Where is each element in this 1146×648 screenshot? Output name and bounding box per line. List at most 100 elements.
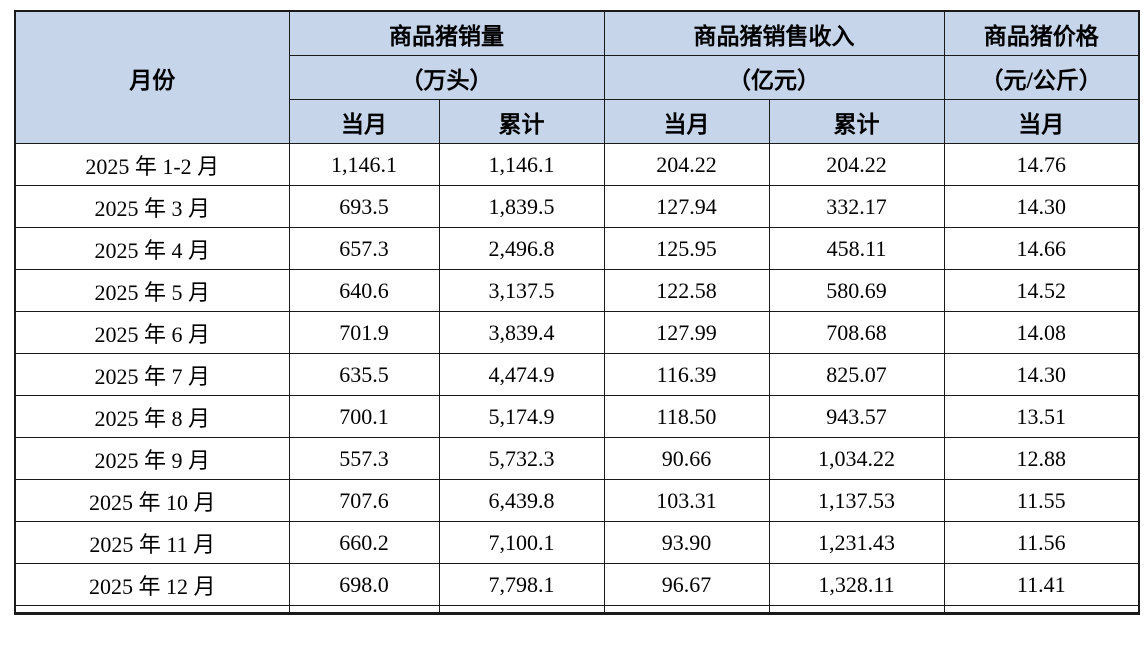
value-cell: 6,439.8 <box>438 479 605 522</box>
value-cell: 4,474.9 <box>438 353 605 396</box>
empty-cell <box>768 605 945 615</box>
group-header-sales-revenue: 商品猪销售收入 <box>603 10 945 56</box>
value-cell: 1,231.43 <box>768 521 945 564</box>
value-cell: 700.1 <box>288 395 440 438</box>
month-cell: 2025 年 9 月 <box>14 437 290 480</box>
value-cell: 660.2 <box>288 521 440 564</box>
empty-cell <box>943 605 1140 615</box>
subheader-volume-cumulative: 累计 <box>438 99 605 144</box>
table-row: 2025 年 12 月 698.0 7,798.1 96.67 1,328.11… <box>14 563 1140 606</box>
table-row: 2025 年 4 月 657.3 2,496.8 125.95 458.11 1… <box>14 227 1140 270</box>
value-cell: 707.6 <box>288 479 440 522</box>
value-cell: 116.39 <box>603 353 770 396</box>
value-cell: 657.3 <box>288 227 440 270</box>
header-row-units: （万头） （亿元） （元/公斤） <box>15 55 1140 100</box>
table-row: 2025 年 9 月 557.3 5,732.3 90.66 1,034.22 … <box>14 437 1140 480</box>
value-cell: 11.55 <box>943 479 1140 522</box>
value-cell: 204.22 <box>603 143 770 186</box>
table-row: 2025 年 7 月 635.5 4,474.9 116.39 825.07 1… <box>14 353 1140 396</box>
value-cell: 708.68 <box>768 311 945 354</box>
table-body: 2025 年 1-2 月 1,146.1 1,146.1 204.22 204.… <box>14 143 1140 615</box>
value-cell: 698.0 <box>288 563 440 606</box>
value-cell: 127.99 <box>603 311 770 354</box>
value-cell: 693.5 <box>288 185 440 228</box>
value-cell: 701.9 <box>288 311 440 354</box>
table-row: 2025 年 10 月 707.6 6,439.8 103.31 1,137.5… <box>14 479 1140 522</box>
value-cell: 11.56 <box>943 521 1140 564</box>
empty-cell <box>14 605 290 615</box>
value-cell: 12.88 <box>943 437 1140 480</box>
unit-price: （元/公斤） <box>943 55 1140 100</box>
value-cell: 14.76 <box>943 143 1140 186</box>
value-cell: 127.94 <box>603 185 770 228</box>
unit-sales-volume: （万头） <box>288 55 605 100</box>
value-cell: 635.5 <box>288 353 440 396</box>
value-cell: 7,100.1 <box>438 521 605 564</box>
empty-cell <box>603 605 770 615</box>
partial-clipped-row <box>14 605 1140 615</box>
value-cell: 125.95 <box>603 227 770 270</box>
table-row: 2025 年 5 月 640.6 3,137.5 122.58 580.69 1… <box>14 269 1140 312</box>
value-cell: 1,839.5 <box>438 185 605 228</box>
month-column-header: 月份 <box>14 10 290 144</box>
month-cell: 2025 年 7 月 <box>14 353 290 396</box>
value-cell: 90.66 <box>603 437 770 480</box>
empty-cell <box>438 605 605 615</box>
value-cell: 14.08 <box>943 311 1140 354</box>
month-cell: 2025 年 6 月 <box>14 311 290 354</box>
value-cell: 118.50 <box>603 395 770 438</box>
subheader-revenue-current: 当月 <box>603 99 770 144</box>
value-cell: 1,034.22 <box>768 437 945 480</box>
group-header-sales-volume: 商品猪销量 <box>288 10 605 56</box>
value-cell: 943.57 <box>768 395 945 438</box>
value-cell: 5,174.9 <box>438 395 605 438</box>
value-cell: 1,146.1 <box>288 143 440 186</box>
month-cell: 2025 年 11 月 <box>14 521 290 564</box>
empty-cell <box>288 605 440 615</box>
value-cell: 13.51 <box>943 395 1140 438</box>
value-cell: 96.67 <box>603 563 770 606</box>
value-cell: 3,137.5 <box>438 269 605 312</box>
subheader-price-current: 当月 <box>943 99 1140 144</box>
table-row: 2025 年 3 月 693.5 1,839.5 127.94 332.17 1… <box>14 185 1140 228</box>
header-row-titles: 月份 商品猪销量 商品猪销售收入 商品猪价格 <box>14 10 1140 144</box>
month-cell: 2025 年 10 月 <box>14 479 290 522</box>
subheader-revenue-cumulative: 累计 <box>768 99 945 144</box>
month-cell: 2025 年 5 月 <box>14 269 290 312</box>
value-cell: 640.6 <box>288 269 440 312</box>
value-cell: 332.17 <box>768 185 945 228</box>
value-cell: 1,328.11 <box>768 563 945 606</box>
value-cell: 1,146.1 <box>438 143 605 186</box>
table-row: 2025 年 11 月 660.2 7,100.1 93.90 1,231.43… <box>14 521 1140 564</box>
month-cell: 2025 年 1-2 月 <box>14 143 290 186</box>
month-cell: 2025 年 3 月 <box>14 185 290 228</box>
value-cell: 580.69 <box>768 269 945 312</box>
group-header-price: 商品猪价格 <box>943 10 1140 56</box>
value-cell: 1,137.53 <box>768 479 945 522</box>
table-header: 月份 商品猪销量 商品猪销售收入 商品猪价格 （万头） （亿元） （元/公斤） … <box>14 10 1140 144</box>
table-row: 2025 年 6 月 701.9 3,839.4 127.99 708.68 1… <box>14 311 1140 354</box>
value-cell: 458.11 <box>768 227 945 270</box>
table-row: 2025 年 1-2 月 1,146.1 1,146.1 204.22 204.… <box>14 143 1140 186</box>
subheader-volume-current: 当月 <box>288 99 440 144</box>
value-cell: 557.3 <box>288 437 440 480</box>
value-cell: 825.07 <box>768 353 945 396</box>
month-cell: 2025 年 12 月 <box>14 563 290 606</box>
value-cell: 14.30 <box>943 353 1140 396</box>
header-row-subcolumns: 当月 累计 当月 累计 当月 <box>15 99 1140 144</box>
value-cell: 2,496.8 <box>438 227 605 270</box>
value-cell: 122.58 <box>603 269 770 312</box>
pig-sales-table: 月份 商品猪销量 商品猪销售收入 商品猪价格 （万头） （亿元） （元/公斤） … <box>14 10 1140 615</box>
value-cell: 5,732.3 <box>438 437 605 480</box>
unit-sales-revenue: （亿元） <box>603 55 945 100</box>
month-cell: 2025 年 8 月 <box>14 395 290 438</box>
value-cell: 14.52 <box>943 269 1140 312</box>
value-cell: 7,798.1 <box>438 563 605 606</box>
value-cell: 93.90 <box>603 521 770 564</box>
value-cell: 204.22 <box>768 143 945 186</box>
table-row: 2025 年 8 月 700.1 5,174.9 118.50 943.57 1… <box>14 395 1140 438</box>
month-cell: 2025 年 4 月 <box>14 227 290 270</box>
value-cell: 14.30 <box>943 185 1140 228</box>
value-cell: 14.66 <box>943 227 1140 270</box>
